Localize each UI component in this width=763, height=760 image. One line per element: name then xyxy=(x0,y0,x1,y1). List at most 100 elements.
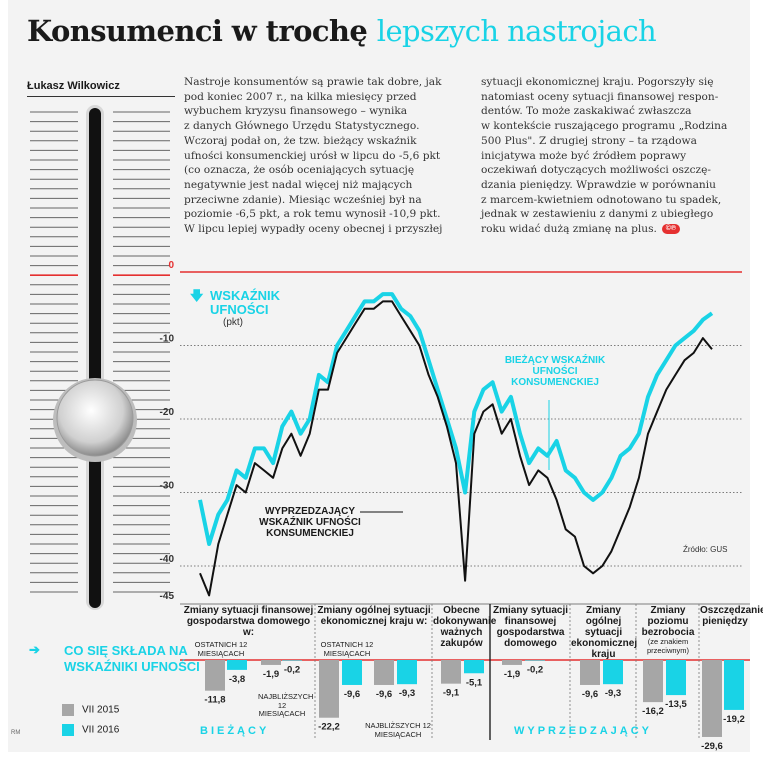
article-line: Nastroje konsumentów są prawie tak dobre… xyxy=(184,76,442,88)
footer-leading: WYPRZEDZAJĄCY xyxy=(514,725,653,737)
bar-value-label: -29,6 xyxy=(701,741,723,752)
bar-group-title: Zmiany sytuacji finansowej gospodarstwa … xyxy=(491,605,570,649)
article-line: wybuchem kryzysu finansowego – wynika xyxy=(184,105,408,118)
legend-label-2016: VII 2016 xyxy=(82,724,120,736)
article-line: poziomie -6,5 pkt, a rok temu wynosił -1… xyxy=(184,208,441,221)
legend-2015: VII 2015 xyxy=(62,704,119,716)
bar-2015 xyxy=(374,660,394,685)
legend-label-2015: VII 2015 xyxy=(82,704,120,716)
bar-2015 xyxy=(580,660,600,685)
bar-value-label: -1,9 xyxy=(504,669,520,680)
bar-sublabel: OSTATNICH 12 MIESIĄCACH xyxy=(320,640,374,658)
line-chart-heading: 🡇 WSKAŹNIK UFNOŚCI xyxy=(190,288,281,317)
legend-2016: VII 2016 xyxy=(62,724,119,736)
article-line: z danych Głównego Urzędu Statystycznego. xyxy=(184,120,420,133)
bar-group-title: Zmiany ogólnej sytuacji ekonomicznej kra… xyxy=(316,605,432,627)
label-current-index: BIEŻĄCY WSKAŹNIK UFNOŚCI KONSUMENCKIEJ xyxy=(504,355,606,388)
bar-group-title: Zmiany sytuacji finansowej gospodarstwa … xyxy=(182,605,315,638)
bar-2015 xyxy=(502,660,522,665)
article-line: przeciwne zdanie). Miesiąc wcześniej był… xyxy=(184,193,422,206)
bar-2016 xyxy=(282,660,302,661)
bar-2016 xyxy=(464,660,484,674)
bar-group-title: Obecne dokonywanie ważnych zakupów xyxy=(433,605,496,649)
article-line: inicjatywa może być źródłem poprawy xyxy=(481,149,687,162)
slider-knob xyxy=(56,379,134,457)
bar-2016 xyxy=(603,660,623,685)
article-line: sytuacji ekonomicznej kraju. Pogorszyły … xyxy=(481,76,714,88)
article-line: ufności konsumenckiej urósł w lipcu do -… xyxy=(184,149,441,162)
bar-2016 xyxy=(666,660,686,696)
y-tick-label: -10 xyxy=(160,334,175,345)
article-line: roku widać dużą zmianę na plus. ©℗ xyxy=(481,222,727,237)
bar-2015 xyxy=(441,660,461,684)
y-tick-label: 0 xyxy=(168,260,174,271)
article-line: dzania pieniędzy. Wprawdzie w porównaniu xyxy=(481,178,716,191)
group-title-text: Zmiany ogólnej sytuacji ekonomicznej kra… xyxy=(571,605,638,660)
bar-group-title: Zmiany poziomu bezrobocia (ze znakiem prz… xyxy=(637,605,699,655)
copyright-icon: ©℗ xyxy=(661,224,680,235)
bar-value-label: -0,2 xyxy=(527,665,543,676)
group-title-text: Zmiany ogólnej sytuacji ekonomicznej kra… xyxy=(317,605,431,627)
arrow-right-icon: ➔ xyxy=(29,642,40,657)
bar-2016 xyxy=(342,660,362,685)
title-highlight: lepszych nastrojach xyxy=(376,14,657,48)
legend-swatch-2015 xyxy=(62,704,74,716)
bar-value-label: -9,3 xyxy=(399,688,415,699)
author-initials: RM xyxy=(11,730,21,736)
line-chart-unit: (pkt) xyxy=(223,317,243,328)
bar-value-label: -9,6 xyxy=(376,689,392,700)
title-dark: Konsumenci w trochę xyxy=(27,14,368,48)
article-line: w kontekście ruszającego programu „Rodzi… xyxy=(481,120,728,133)
bar-group-title: Oszczędzanie pieniędzy xyxy=(700,605,763,627)
group-note: (ze znakiem przeciwnym) xyxy=(646,637,690,655)
bar-value-label: -9,6 xyxy=(344,689,360,700)
infographic-background xyxy=(8,0,750,752)
y-tick-label: -40 xyxy=(160,554,175,565)
bar-value-label: -9,3 xyxy=(605,688,621,699)
article-column-1: Nastroje konsumentów są prawie tak dobre… xyxy=(184,75,442,237)
y-tick-label: -45 xyxy=(160,591,175,602)
article-line: dentów. To może zaskakiwać zwłaszcza xyxy=(481,105,692,118)
article-column-2: sytuacji ekonomicznej kraju. Pogorszyły … xyxy=(481,75,727,237)
bar-value-label: -9,6 xyxy=(582,689,598,700)
article-line: 500 Plus". Z drugiej strony – ta rządowa xyxy=(481,134,697,147)
bar-2016 xyxy=(724,660,744,710)
bar-group-title: Zmiany ogólnej sytuacji ekonomicznej kra… xyxy=(571,605,638,660)
article-line: jednak w zestawieniu z danymi z ubiegłeg… xyxy=(481,208,714,221)
y-tick-label: -20 xyxy=(160,407,175,418)
source-note: Źródło: GUS xyxy=(683,545,728,554)
article-line: (co oznacza, że osób oceniających sytuac… xyxy=(184,164,415,177)
article-line: pod koniec 2007 r., na kilka miesięcy pr… xyxy=(184,90,417,103)
bar-value-label: -0,2 xyxy=(284,665,300,676)
bar-value-label: -5,1 xyxy=(466,677,483,688)
bar-2016 xyxy=(227,660,247,670)
series-current-line xyxy=(198,292,714,546)
bar-value-label: -16,2 xyxy=(642,706,664,717)
bar-sublabel: NAJBLIŻSZYCH 12 MIESIĄCACH xyxy=(258,692,314,718)
bar-value-label: -9,1 xyxy=(443,688,460,699)
bar-value-label: -13,5 xyxy=(665,699,687,710)
group-title-text: Zmiany poziomu bezrobocia xyxy=(641,605,695,638)
bar-chart: -11,8 -1,9 -22,2 -9,6 -9,1 -1,9 -9,6 -16,2 -29,6… xyxy=(180,603,750,752)
bar-2015 xyxy=(702,660,722,737)
author-name: Łukasz Wilkowicz xyxy=(27,80,120,92)
article-line: oczekiwań dotyczących możliwości oszczę- xyxy=(481,164,711,177)
bar-sublabel: NAJBLIŻSZYCH 12 MIESIĄCACH xyxy=(365,721,431,739)
bar-2015 xyxy=(319,660,339,718)
label-leading-index: WYPRZEDZAJĄCY WSKAŹNIK UFNOŚCI KONSUMENC… xyxy=(259,506,361,539)
article-line: Wczoraj podał on, że tzw. bieżący wskaźn… xyxy=(184,134,417,147)
page-title: Konsumenci w trochę lepszych nastrojach xyxy=(27,14,657,48)
line-chart: 0 -10 -20 -30 -40 -45 xyxy=(160,260,742,602)
bar-2015 xyxy=(643,660,663,703)
bar-value-label: -22,2 xyxy=(318,722,340,733)
bar-sublabel: OSTATNICH 12 MIESIĄCACH xyxy=(194,640,248,658)
group-title-text: Oszczędzanie pieniędzy xyxy=(700,605,763,627)
legend-swatch-2016 xyxy=(62,724,74,736)
bar-value-label: -3,8 xyxy=(229,674,245,685)
bar-2016 xyxy=(397,660,417,685)
article-line: W lipcu lepiej wypadły oceny obecnej i p… xyxy=(184,223,443,236)
slider-decoration xyxy=(30,105,170,610)
bar-2015 xyxy=(205,660,225,691)
series-leading-line xyxy=(199,300,713,597)
